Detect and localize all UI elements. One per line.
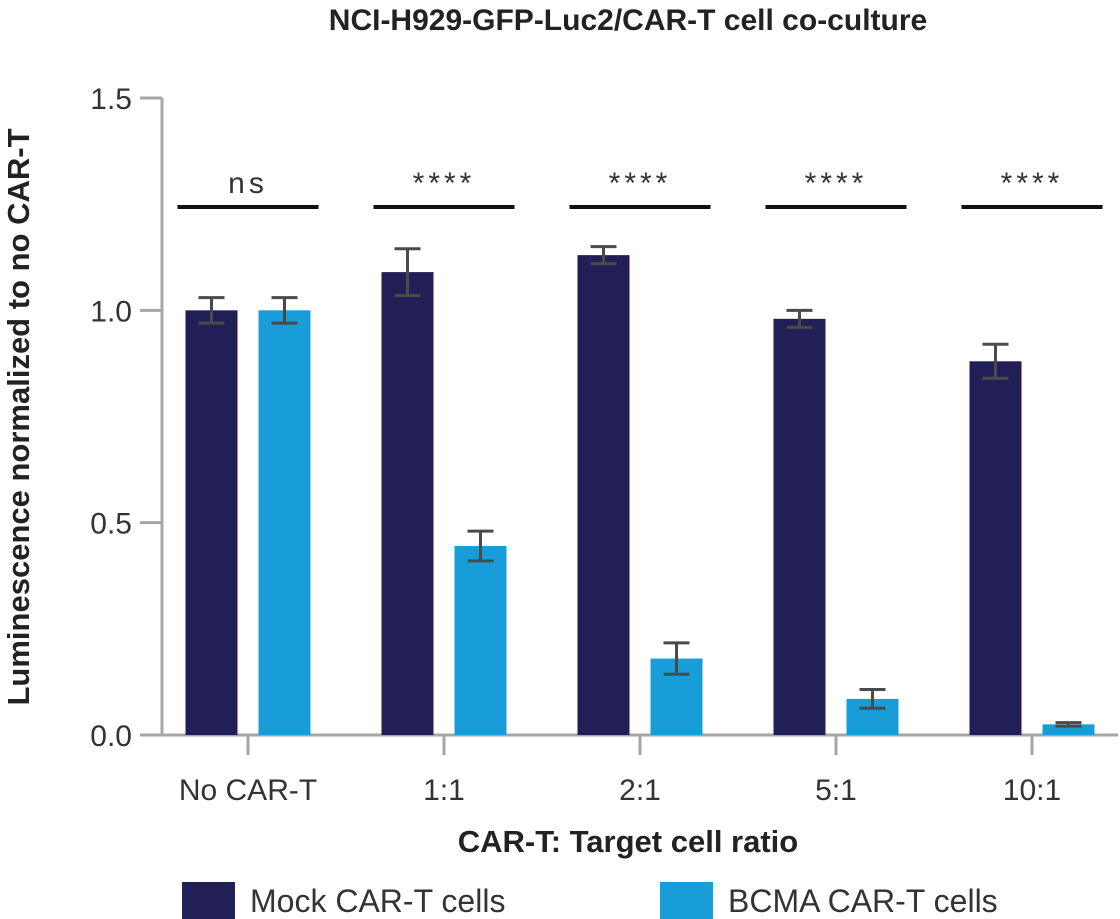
bar bbox=[185, 310, 238, 735]
legend-label: Mock CAR-T cells bbox=[250, 883, 505, 919]
legend-swatch bbox=[182, 882, 235, 919]
bar bbox=[1042, 724, 1095, 735]
bar bbox=[969, 361, 1022, 735]
significance-label: **** bbox=[413, 167, 476, 200]
significance-label: **** bbox=[1001, 167, 1064, 200]
y-tick-label: 1.5 bbox=[90, 83, 132, 116]
significance-label: **** bbox=[609, 167, 672, 200]
y-tick-label: 0.5 bbox=[90, 508, 132, 541]
x-tick-label: No CAR-T bbox=[179, 774, 317, 807]
bar bbox=[773, 318, 826, 735]
legend-label: BCMA CAR-T cells bbox=[728, 883, 998, 919]
x-tick-label: 5:1 bbox=[815, 774, 857, 807]
bar bbox=[258, 310, 311, 735]
x-tick-label: 10:1 bbox=[1003, 774, 1061, 807]
legend-swatch bbox=[660, 882, 713, 919]
bar bbox=[577, 255, 630, 736]
significance-label: ns bbox=[228, 167, 268, 200]
plot-area: 0.0 0.5 1.0 1.5 No CAR-T ns 1:1 **** 2:1 **** 5:1 *… bbox=[90, 83, 1118, 807]
significance-label: **** bbox=[805, 167, 868, 200]
x-axis-title: CAR-T: Target cell ratio bbox=[458, 824, 798, 859]
legend: Mock CAR-T cells BCMA CAR-T cells bbox=[182, 882, 998, 919]
x-tick-label: 2:1 bbox=[619, 774, 661, 807]
bar bbox=[381, 272, 434, 735]
y-tick-label: 0.0 bbox=[90, 720, 132, 753]
chart-title: NCI-H929-GFP-Luc2/CAR-T cell co-culture bbox=[329, 4, 927, 37]
y-axis-title: Luminescence normalized to no CAR-T bbox=[1, 128, 36, 705]
y-tick-label: 1.0 bbox=[90, 295, 132, 328]
bar bbox=[454, 546, 507, 735]
x-tick-label: 1:1 bbox=[423, 774, 465, 807]
